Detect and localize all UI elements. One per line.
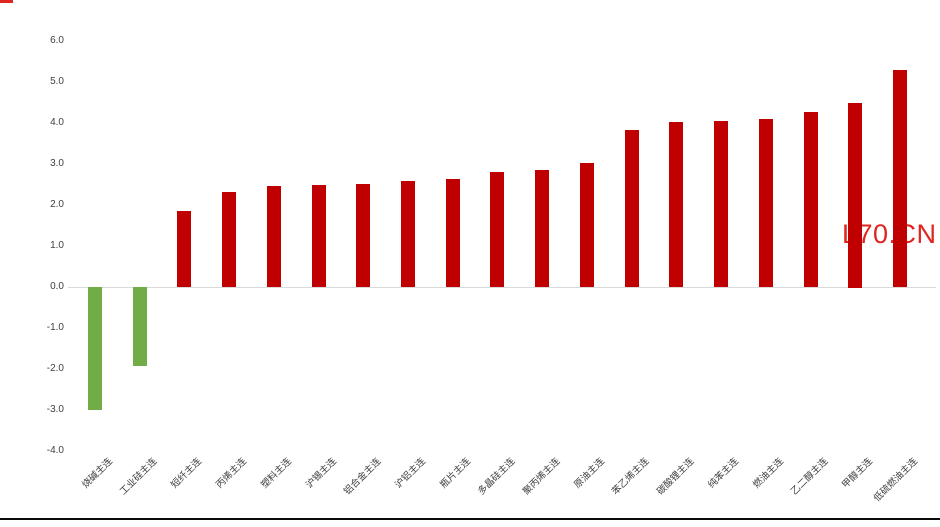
x-axis-label-1: 工业硅主连 [118,456,160,498]
bar-0 [88,287,102,410]
bar-10 [535,170,549,287]
y-axis-tick-label: 1.0 [50,240,64,251]
y-axis-tick-label: 2.0 [50,199,64,210]
bottom-border-line [0,518,940,520]
x-axis-label-12: 苯乙烯主连 [610,456,652,498]
x-axis-label-10: 聚丙烯主连 [520,456,562,498]
bar-8 [446,179,460,287]
bar-1 [133,287,147,366]
x-axis-label-14: 纯苯主连 [706,456,741,491]
x-axis-label-0: 烧碱主连 [80,456,115,491]
x-axis-label-4: 塑料主连 [259,456,294,491]
x-axis-label-2: 短纤主连 [169,456,205,491]
x-axis-label-11: 原油主连 [572,456,607,491]
y-axis-tick-label: 5.0 [50,76,64,87]
y-axis-tick-label: 6.0 [50,35,64,46]
y-axis-tick-label: 0.0 [50,281,64,292]
x-axis-label-9: 多晶硅主连 [475,456,518,498]
x-axis-label-17: 甲醇主连 [840,456,876,491]
bar-16 [804,112,818,287]
bar-9 [490,172,504,287]
y-axis-tick-label: -3.0 [46,404,64,415]
x-axis-label-18: 低硫燃油主连 [871,456,920,505]
bar-6 [356,184,370,287]
x-axis-label-13: 碳酸锂主连 [654,456,697,498]
y-axis-tick-label: -1.0 [46,322,64,333]
x-axis-label-3: 丙烯主连 [214,456,249,491]
y-axis-tick-label: 4.0 [50,117,64,128]
bar-7 [401,181,415,287]
y-axis-tick-label: -2.0 [46,363,64,374]
zero-gridline [68,286,936,288]
bar-17 [848,103,862,288]
bar-12 [625,130,639,287]
x-axis-label-15: 燃油主连 [750,456,786,491]
bar-4 [267,186,281,287]
y-axis-tick-label: -4.0 [46,445,64,456]
x-axis-label-6: 铝合金主连 [341,456,384,498]
bar-15 [759,119,773,287]
bar-11 [580,163,594,287]
x-axis-label-16: 乙二醇主连 [788,456,831,498]
red-mark-artifact [0,0,13,3]
bar-14 [714,121,728,287]
bar-2 [177,211,191,287]
x-axis-label-5: 沪锡主连 [303,456,339,491]
x-axis-label-8: 瓶片主连 [437,456,473,491]
y-axis-tick-label: 3.0 [50,158,64,169]
bar-5 [312,185,326,287]
bar-13 [669,122,683,287]
bar-3 [222,192,236,287]
bar-18 [893,70,907,287]
x-axis-label-7: 沪铝主连 [393,456,428,491]
